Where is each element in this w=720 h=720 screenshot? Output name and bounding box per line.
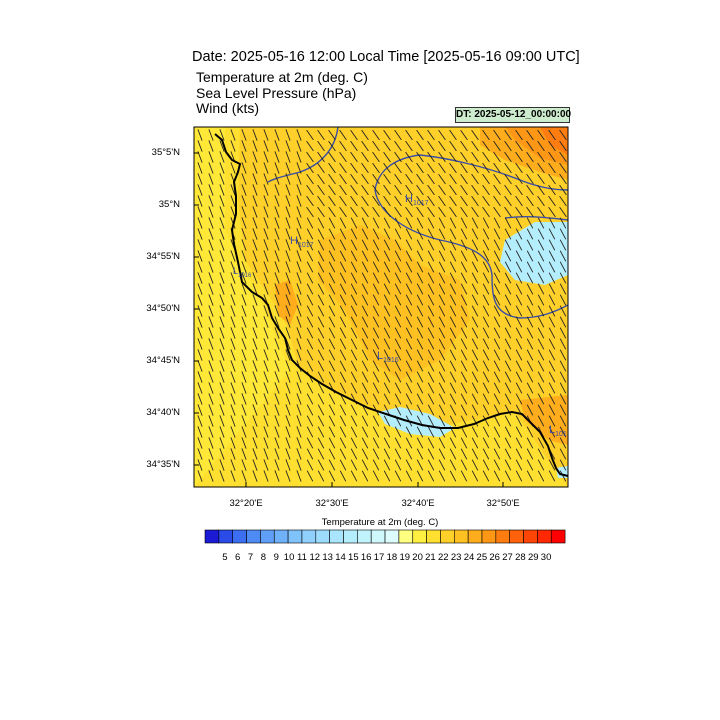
lon-label: 32°20'E (229, 498, 263, 509)
colorbar-tick-label: 9 (273, 552, 279, 563)
colorbar-tick-label: 14 (335, 552, 346, 563)
lat-label: 34°50'N (146, 303, 180, 314)
colorbar-swatch (370, 529, 386, 544)
lat-label: 34°55'N (146, 251, 180, 262)
colorbar-tick-label: 17 (373, 552, 385, 563)
pressure-low-marker: L1016 (233, 266, 252, 279)
colorbar-tick-label: 24 (463, 552, 475, 563)
colorbar-tick-label: 18 (386, 552, 398, 563)
colorbar-swatch (301, 529, 317, 544)
colorbar-tick-label: 10 (283, 552, 295, 563)
colorbar-swatch (273, 529, 289, 544)
colorbar-tick-label: 30 (540, 552, 552, 563)
lon-label: 32°50'E (486, 498, 520, 509)
field-label-temperature: Temperature at 2m (deg. C) (196, 69, 368, 85)
colorbar-swatch (398, 529, 414, 544)
colorbar-tick-label: 5 (222, 552, 228, 563)
pressure-high-marker: H1017 (290, 235, 314, 250)
colorbar-tick-label: 16 (360, 552, 372, 563)
colorbar-swatch (523, 529, 538, 544)
colorbar-swatch (357, 529, 372, 544)
colorbar-swatch (467, 529, 483, 544)
colorbar-tick-label: 29 (527, 552, 539, 563)
lon-label: 32°40'E (401, 498, 435, 509)
colorbar-swatch (426, 529, 441, 544)
colorbar-tick-label: 7 (247, 552, 254, 563)
colorbar-swatch (260, 529, 275, 544)
colorbar-swatch (440, 529, 455, 544)
lat-label: 35°5'N (151, 147, 180, 158)
colorbar-tick-label: 23 (450, 552, 462, 563)
colorbar-tick-label: 21 (425, 552, 436, 563)
colorbar-tick-label: 11 (297, 552, 307, 563)
lat-label: 35°N (158, 199, 180, 210)
pressure-high-marker: H1017 (405, 193, 429, 208)
field-label-wind: Wind (kts) (196, 100, 259, 116)
lon-label: 32°30'E (315, 498, 349, 509)
colorbar-swatch (509, 529, 524, 544)
colorbar-swatch (287, 529, 303, 544)
dt-badge: DT: 2025-05-12_00:00:00 (455, 107, 571, 123)
wind-barbs (197, 129, 567, 482)
colorbar-tick-label: 13 (322, 552, 333, 563)
lat-label: 34°35'N (146, 459, 180, 470)
pressure-low-marker: L1016 (377, 350, 399, 365)
colorbar-swatch (232, 529, 247, 544)
colorbar-swatch (384, 529, 400, 544)
colorbar-tick-label: 27 (502, 552, 513, 563)
colorbar-tick-label: 12 (309, 552, 321, 563)
colorbar-swatch (537, 529, 552, 544)
colorbar-swatch (204, 529, 220, 544)
colorbar-swatch (495, 529, 511, 544)
coastline (214, 133, 569, 477)
colorbar-swatch (329, 529, 344, 544)
colorbar-tick-label: 26 (489, 552, 500, 563)
colorbar-swatch (315, 529, 330, 544)
chart-title: Date: 2025-05-16 12:00 Local Time [2025-… (192, 49, 580, 65)
colorbar-tick-label: 15 (348, 552, 359, 563)
lat-label: 34°40'N (146, 407, 180, 418)
lat-label: 34°45'N (146, 355, 180, 366)
pressure-low-marker: L101 (549, 424, 567, 439)
colorbar-swatch (550, 529, 566, 544)
colorbar-swatch (481, 529, 497, 544)
axis-ticks (194, 152, 504, 487)
colorbar-tick-label: 28 (515, 552, 526, 563)
colorbar-tick-label: 22 (438, 552, 449, 563)
colorbar-swatch (218, 529, 234, 544)
colorbar-tick-label: 20 (412, 552, 423, 563)
colorbar-swatch (343, 529, 358, 544)
colorbar-tick-label: 8 (260, 552, 267, 563)
map-frame (193, 126, 569, 488)
colorbar-swatch (453, 529, 469, 544)
colorbar-tick-label: 6 (235, 552, 241, 563)
colorbar-swatch (246, 529, 261, 544)
colorbar-tick-label: 25 (476, 552, 488, 563)
colorbar-swatch (412, 529, 427, 544)
field-label-pressure: Sea Level Pressure (hPa) (196, 85, 357, 101)
colorbar-title: Temperature at 2m (deg. C) (321, 517, 439, 528)
colorbar-tick-label: 19 (399, 552, 411, 563)
